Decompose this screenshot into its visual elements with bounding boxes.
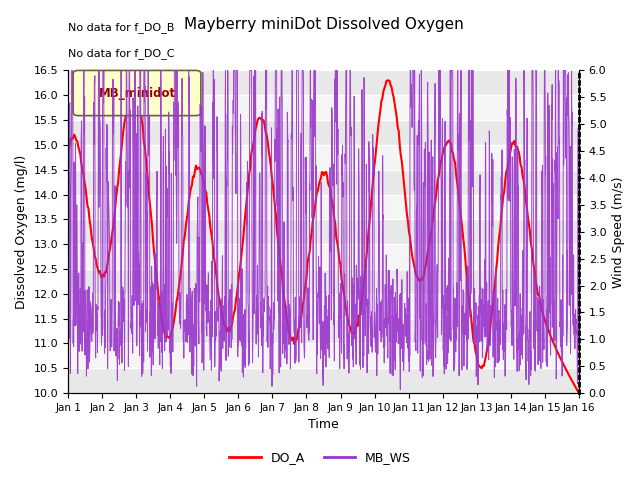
- Title: Mayberry miniDot Dissolved Oxygen: Mayberry miniDot Dissolved Oxygen: [184, 17, 463, 32]
- Bar: [68, 368, 579, 393]
- Legend: DO_A, MB_WS: DO_A, MB_WS: [224, 446, 416, 469]
- Bar: [68, 145, 579, 170]
- Text: No data for f_DO_B: No data for f_DO_B: [68, 22, 175, 33]
- Text: No data for f_DO_C: No data for f_DO_C: [68, 48, 175, 59]
- Bar: [68, 170, 579, 194]
- Bar: [68, 219, 579, 244]
- Bar: [68, 120, 579, 145]
- Bar: [68, 294, 579, 319]
- Y-axis label: Dissolved Oxygen (mg/l): Dissolved Oxygen (mg/l): [15, 155, 28, 309]
- Bar: [68, 344, 579, 368]
- Bar: [68, 319, 579, 344]
- Bar: [68, 269, 579, 294]
- Bar: [68, 194, 579, 219]
- Bar: [68, 95, 579, 120]
- Bar: [68, 244, 579, 269]
- Bar: [68, 71, 579, 95]
- Y-axis label: Wind Speed (m/s): Wind Speed (m/s): [612, 176, 625, 288]
- FancyBboxPatch shape: [73, 71, 201, 116]
- X-axis label: Time: Time: [308, 419, 339, 432]
- Text: MB_minidot: MB_minidot: [99, 86, 175, 99]
